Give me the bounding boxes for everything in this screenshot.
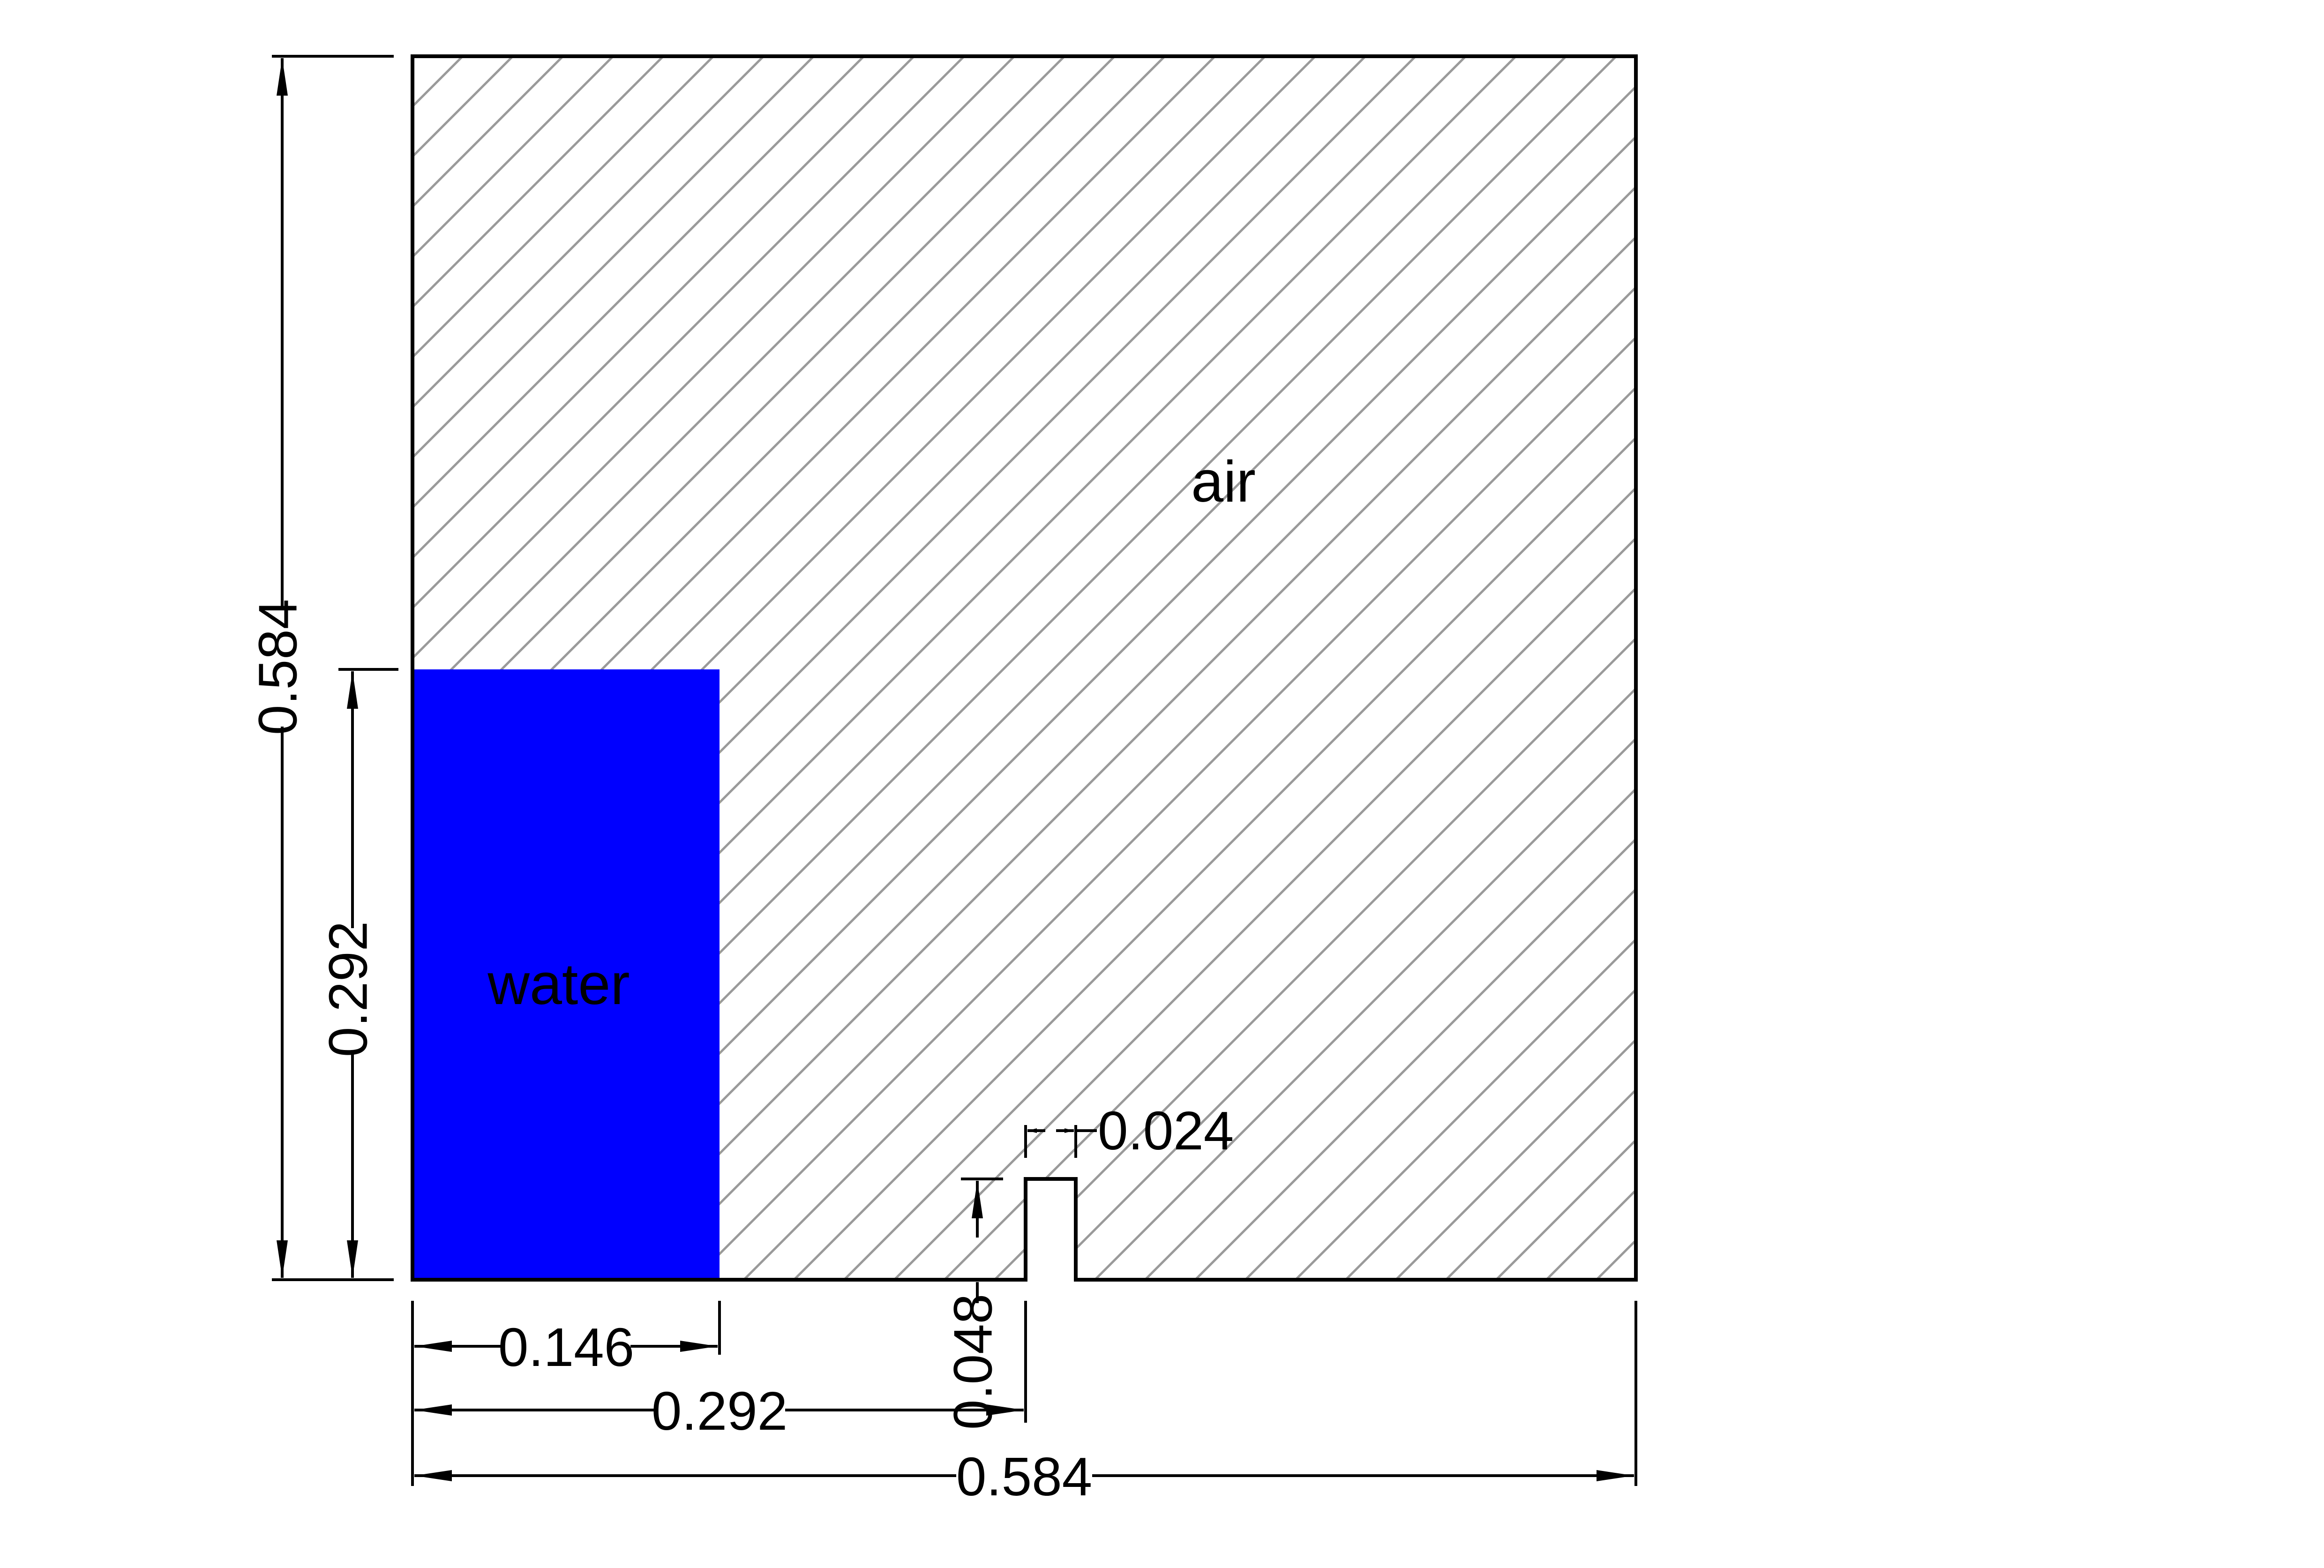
dimension-obstacle-width: 0.024 bbox=[1024, 1100, 1234, 1161]
dimension-total-height: 0.584 bbox=[247, 55, 394, 1281]
dimension-water-width: 0.146 bbox=[414, 1317, 718, 1378]
hatch-line bbox=[542, 56, 1636, 1280]
hatch-line bbox=[1295, 56, 1636, 1280]
hatch-line bbox=[412, 56, 915, 1280]
hatch-line bbox=[1345, 56, 1636, 1280]
hatch-line bbox=[994, 56, 1636, 1280]
hatch-line bbox=[643, 56, 1636, 1280]
dimension-obstacle-offset: 0.292 bbox=[414, 1380, 1024, 1441]
hatch-line bbox=[1395, 56, 1636, 1280]
hatch-line bbox=[412, 56, 1316, 1280]
hatch-line bbox=[412, 56, 1015, 1280]
hatch-line bbox=[1244, 56, 1636, 1280]
hatch-line bbox=[412, 56, 815, 1280]
dim-label-total-width: 0.584 bbox=[956, 1446, 1092, 1507]
dim-label-water-height: 0.292 bbox=[318, 921, 379, 1057]
water-region: water bbox=[412, 669, 720, 1280]
hatch-line bbox=[412, 56, 714, 1280]
water-label: water bbox=[487, 952, 630, 1017]
dimension-obstacle-height: 0.048 bbox=[943, 1178, 1004, 1430]
hatch-line bbox=[1647, 56, 2324, 1280]
hatch-line bbox=[1044, 56, 1636, 1280]
dimension-total-width: 0.584 bbox=[414, 1446, 1634, 1507]
dimension-water-height: 0.292 bbox=[318, 668, 398, 1278]
hatch-line bbox=[412, 56, 1417, 1280]
dim-label-obstacle-width: 0.024 bbox=[1098, 1100, 1234, 1161]
hatch-line bbox=[843, 56, 1636, 1280]
hatch-line bbox=[1495, 56, 1636, 1280]
hatch-line bbox=[412, 56, 1366, 1280]
hatch-line bbox=[412, 56, 664, 1280]
dim-label-water-width: 0.146 bbox=[498, 1317, 634, 1378]
hatch-line bbox=[412, 56, 965, 1280]
water-column bbox=[412, 669, 720, 1280]
hatch-line bbox=[412, 56, 1166, 1280]
hatch-line bbox=[1194, 56, 1636, 1280]
hatch-line bbox=[1144, 56, 1636, 1280]
hatch-line bbox=[1596, 56, 1636, 1280]
hatch-line bbox=[412, 56, 1216, 1280]
hatch-line bbox=[793, 56, 1636, 1280]
dim-label-total-height: 0.584 bbox=[247, 599, 308, 735]
hatch-line bbox=[1445, 56, 1636, 1280]
hatch-line bbox=[412, 56, 1116, 1280]
air-label: air bbox=[1191, 450, 1256, 514]
hatch-line bbox=[893, 56, 1636, 1280]
hatch-line bbox=[1545, 56, 1636, 1280]
hatch-line bbox=[412, 56, 865, 1280]
hatch-line bbox=[944, 56, 1636, 1280]
hatch-line bbox=[412, 56, 1065, 1280]
hatch-line bbox=[743, 56, 1636, 1280]
hatch-line bbox=[693, 56, 1636, 1280]
hatch-line bbox=[1094, 56, 1636, 1280]
hatch-line bbox=[592, 56, 1636, 1280]
hatch-line bbox=[412, 56, 1266, 1280]
dim-label-obstacle-height: 0.048 bbox=[943, 1294, 1004, 1430]
dim-label-obstacle-offset: 0.292 bbox=[652, 1380, 787, 1441]
hatch-line bbox=[412, 56, 765, 1280]
domain-outline bbox=[411, 54, 1638, 1282]
